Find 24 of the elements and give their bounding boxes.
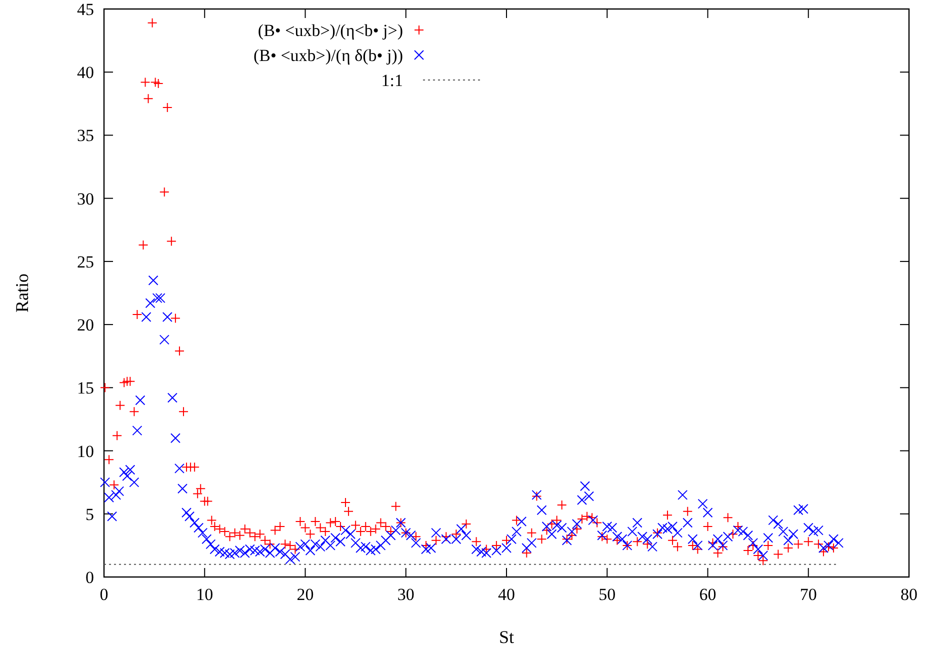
x-tick-label: 60 — [699, 585, 716, 604]
y-tick-label: 25 — [77, 252, 94, 272]
x-tick-label: 30 — [397, 585, 414, 604]
y-tick-label: 15 — [77, 378, 94, 398]
x-tick-label: 10 — [196, 585, 214, 604]
legend-label: 1:1 — [381, 71, 403, 90]
x-tick-label: 80 — [900, 585, 918, 604]
x-tick-label: 0 — [100, 585, 108, 604]
y-tick-label: 5 — [86, 504, 94, 524]
y-tick-label: 45 — [77, 0, 94, 19]
y-tick-label: 35 — [77, 126, 94, 146]
x-tick-label: 40 — [498, 585, 515, 604]
y-tick-label: 0 — [86, 568, 94, 587]
y-tick-label: 20 — [77, 316, 94, 335]
y-tick-label: 30 — [77, 189, 94, 208]
y-tick-label: 40 — [77, 63, 94, 82]
x-tick-label: 50 — [598, 585, 616, 604]
y-tick-label: 10 — [77, 442, 94, 461]
y-axis-title: Ratio — [12, 274, 32, 312]
x-axis-title: St — [498, 627, 514, 647]
legend-label: (B• <uxb>)/(η δ(b• j)) — [254, 46, 403, 65]
x-tick-label: 70 — [800, 585, 817, 604]
x-tick-label: 20 — [296, 585, 314, 604]
legend-label: (B• <uxb>)/(η<b• j>) — [258, 21, 403, 40]
